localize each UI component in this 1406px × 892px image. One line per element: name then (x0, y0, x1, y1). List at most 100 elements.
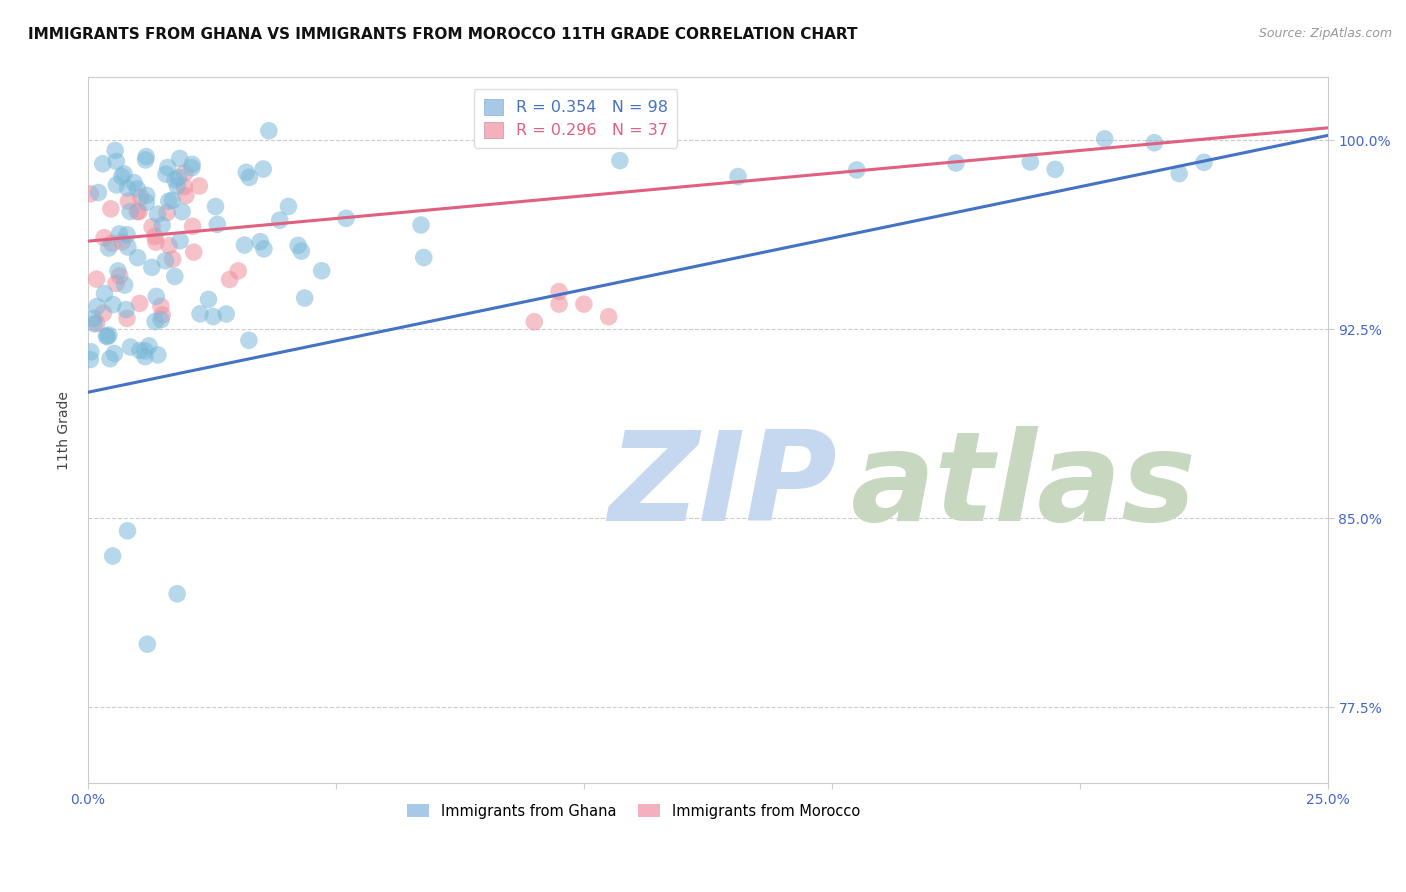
Point (1143, 136, 1166, 150)
Point (79, 352, 101, 367)
Point (105, 154, 128, 169)
Point (146, 207, 169, 221)
Point (143, 315, 166, 329)
Point (548, 297, 571, 311)
Point (86, 316, 108, 330)
Point (173, 166, 195, 180)
Point (117, 524, 139, 538)
Point (523, 315, 546, 329)
Point (115, 311, 138, 326)
Point (145, 235, 167, 249)
Point (150, 312, 173, 326)
Point (134, 343, 156, 358)
Point (146, 348, 169, 362)
Point (335, 211, 357, 226)
Point (93, 306, 115, 320)
Point (117, 181, 139, 195)
Point (183, 245, 205, 260)
Point (169, 234, 191, 248)
Point (101, 297, 124, 311)
Text: IMMIGRANTS FROM GHANA VS IMMIGRANTS FROM MOROCCO 11TH GRADE CORRELATION CHART: IMMIGRANTS FROM GHANA VS IMMIGRANTS FROM… (28, 27, 858, 42)
Point (162, 252, 184, 267)
Point (207, 217, 229, 231)
Point (149, 299, 172, 313)
Point (111, 169, 134, 184)
Point (202, 310, 225, 324)
Text: atlas: atlas (851, 426, 1197, 547)
Point (249, 235, 271, 249)
Point (1094, 132, 1116, 146)
Point (181, 157, 204, 171)
Point (294, 291, 316, 305)
Point (155, 167, 177, 181)
Text: ZIP: ZIP (609, 426, 838, 547)
Point (727, 169, 749, 184)
Point (269, 213, 291, 227)
Point (172, 204, 194, 219)
Point (128, 296, 150, 310)
Point (238, 170, 260, 185)
Point (253, 242, 276, 256)
Point (166, 587, 188, 601)
Point (111, 235, 134, 249)
Point (163, 269, 186, 284)
Point (107, 264, 129, 278)
Point (80, 344, 103, 359)
Point (112, 167, 135, 181)
Point (1019, 155, 1042, 169)
Point (188, 178, 211, 193)
Point (945, 156, 967, 170)
Point (108, 227, 131, 241)
Point (135, 195, 157, 210)
Point (127, 204, 149, 219)
Point (156, 205, 179, 219)
Point (166, 179, 188, 194)
Point (141, 219, 163, 234)
Point (135, 153, 157, 167)
Point (287, 238, 309, 252)
Point (105, 178, 128, 192)
Legend: Immigrants from Ghana, Immigrants from Morocco: Immigrants from Ghana, Immigrants from M… (401, 798, 866, 825)
Point (188, 307, 211, 321)
Point (145, 289, 167, 303)
Point (134, 350, 156, 364)
Point (167, 170, 190, 185)
Point (609, 153, 631, 168)
Point (226, 264, 249, 278)
Point (138, 339, 160, 353)
Point (409, 218, 432, 232)
Point (83, 317, 105, 331)
Point (96, 329, 118, 343)
Point (311, 264, 333, 278)
Point (117, 240, 139, 254)
Point (108, 268, 131, 283)
Point (86, 272, 108, 286)
Point (277, 199, 299, 213)
Point (143, 229, 166, 244)
Point (128, 204, 150, 219)
Point (181, 219, 204, 234)
Point (1168, 167, 1191, 181)
Point (103, 346, 125, 360)
Point (98, 351, 121, 366)
Point (117, 194, 139, 209)
Point (100, 202, 122, 216)
Point (150, 219, 173, 233)
Point (150, 308, 173, 322)
Point (180, 161, 202, 175)
Point (157, 238, 180, 252)
Point (165, 173, 187, 187)
Point (156, 161, 179, 175)
Point (86, 300, 108, 314)
Point (93, 230, 115, 244)
Point (104, 144, 127, 158)
Point (845, 163, 868, 178)
Point (129, 190, 152, 204)
Point (252, 161, 274, 176)
Point (82, 311, 104, 326)
Point (135, 188, 157, 202)
Point (155, 253, 177, 268)
Point (174, 188, 197, 202)
Point (122, 176, 145, 190)
Point (215, 307, 238, 321)
